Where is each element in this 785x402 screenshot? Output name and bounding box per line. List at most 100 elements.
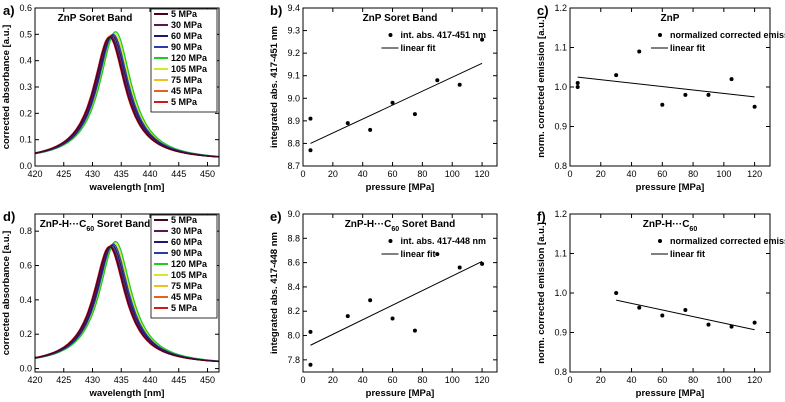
x-axis-label: pressure [MPa] <box>366 182 435 193</box>
x-tick-label: 445 <box>171 169 186 179</box>
legend-label: 30 MPa <box>171 20 203 30</box>
plot-frame <box>34 213 220 373</box>
fit-line <box>310 260 483 346</box>
legend-point-symbol <box>658 33 662 37</box>
data-point <box>660 102 665 107</box>
panel-letter: e) <box>270 209 282 224</box>
panel-letter: a) <box>3 3 15 18</box>
data-point <box>390 100 395 105</box>
x-tick-label: 40 <box>627 375 637 385</box>
legend-label: 120 MPa <box>171 53 208 63</box>
data-point <box>412 112 417 117</box>
y-tick-label: 9.1 <box>287 71 300 81</box>
x-tick-label: 80 <box>417 169 427 179</box>
x-tick-label: 430 <box>85 375 100 385</box>
legend-label: 105 MPa <box>171 270 208 280</box>
x-tick-label: 420 <box>27 375 42 385</box>
data-point <box>752 104 757 109</box>
x-tick-label: 450 <box>200 169 215 179</box>
legend-points-label: int. abs. 417-448 nm <box>400 236 486 246</box>
legend-label: 75 MPa <box>171 281 203 291</box>
data-point <box>457 82 462 87</box>
y-tick-label: 0.0 <box>19 364 32 374</box>
y-axis-label: norm. corrected emission [a.u.] <box>536 16 547 157</box>
panel-title: ZnP-H···C60 Soret Band <box>40 219 151 233</box>
y-tick-label: 9.4 <box>287 3 300 13</box>
y-tick-label: 0.1 <box>19 135 32 145</box>
x-tick-label: 20 <box>328 169 338 179</box>
data-point <box>729 324 734 329</box>
data-point <box>480 261 485 266</box>
data-point <box>637 49 642 54</box>
x-tick-label: 0 <box>567 169 572 179</box>
x-tick-label: 60 <box>388 169 398 179</box>
data-point <box>614 73 619 78</box>
x-tick-label: 100 <box>716 375 731 385</box>
y-tick-label: 8.8 <box>287 233 300 243</box>
legend-points-label: normalized corrected emission <box>670 30 785 40</box>
legend-label: 105 MPa <box>171 64 208 74</box>
y-tick-label: 9.3 <box>287 26 300 36</box>
legend-label: 5 MPa <box>171 97 198 107</box>
y-axis-label: integrated abs. 417-448 nm <box>269 232 280 354</box>
x-axis-label: wavelength [nm] <box>89 388 165 399</box>
y-tick-label: 0.0 <box>19 161 32 171</box>
legend-label: 30 MPa <box>171 226 203 236</box>
data-point <box>308 148 313 153</box>
fit-line <box>577 76 755 98</box>
panel-title: ZnP Soret Band <box>363 13 438 24</box>
data-point <box>752 320 757 325</box>
legend-point-symbol <box>388 33 393 37</box>
panel-title: ZnP <box>661 13 680 24</box>
legend-label: 45 MPa <box>171 86 203 96</box>
y-tick-label: 8.8 <box>287 138 300 148</box>
panel-title: ZnP-H···C60 Soret Band <box>345 219 456 233</box>
x-axis-label: pressure [MPa] <box>636 182 705 193</box>
x-tick-label: 425 <box>56 375 71 385</box>
panel-letter: f) <box>537 209 546 224</box>
x-tick-label: 20 <box>328 375 338 385</box>
legend-box <box>150 214 218 319</box>
x-tick-label: 430 <box>85 169 100 179</box>
y-tick-label: 7.8 <box>287 355 300 365</box>
x-tick-label: 40 <box>358 375 368 385</box>
x-tick-label: 100 <box>445 375 460 385</box>
plot-frame <box>302 213 498 373</box>
panel-letter: d) <box>3 209 15 224</box>
y-tick-label: 0.5 <box>19 29 32 39</box>
y-tick-label: 0.4 <box>19 56 32 66</box>
x-tick-label: 0 <box>300 169 305 179</box>
legend-fit-label: linear fit <box>400 249 435 259</box>
legend-label: 5 MPa <box>171 303 198 313</box>
legend-label: 60 MPa <box>171 237 203 247</box>
panel-letter: c) <box>537 3 549 18</box>
x-tick-label: 100 <box>445 169 460 179</box>
data-point <box>345 314 350 319</box>
y-tick-label: 1.1 <box>554 43 567 53</box>
curves <box>35 30 219 158</box>
legend-fit-label: linear fit <box>670 249 705 259</box>
panel-a: a) 420 425 430 435 440 445 450 0.0 0.1 0.2 0.3 0.4 0.… <box>1 3 220 193</box>
y-tick-label: 0.9 <box>554 328 567 338</box>
x-axis-label: pressure [MPa] <box>366 388 435 399</box>
data-point <box>614 291 619 295</box>
legend-label: 90 MPa <box>171 248 203 258</box>
data-point <box>729 77 734 82</box>
y-tick-label: 8.7 <box>287 161 300 171</box>
panel-f: f) 0 20 40 60 80 100 120 0.8 0.9 1.0 1.1 1.2 pressure… <box>536 209 785 399</box>
legend-label: 90 MPa <box>171 42 203 52</box>
fit-line <box>616 299 755 331</box>
data-point <box>457 265 462 270</box>
x-tick-label: 435 <box>114 169 129 179</box>
x-tick-label: 60 <box>388 375 398 385</box>
panel-d: d) 420 425 430 435 440 445 450 0.0 0.2 0.4 0.6 0.8 wa… <box>1 209 220 399</box>
data-point <box>308 329 313 334</box>
panel-c: c) 0 20 40 60 80 100 120 0.8 0.9 1.0 1.1 1.2 pressure… <box>536 3 785 193</box>
series-line <box>35 245 219 363</box>
data-point <box>683 307 688 312</box>
x-axis-label: pressure [MPa] <box>636 388 705 399</box>
y-tick-label: 0.8 <box>19 226 32 236</box>
y-tick-label: 8.9 <box>287 116 300 126</box>
x-tick-label: 80 <box>688 375 698 385</box>
